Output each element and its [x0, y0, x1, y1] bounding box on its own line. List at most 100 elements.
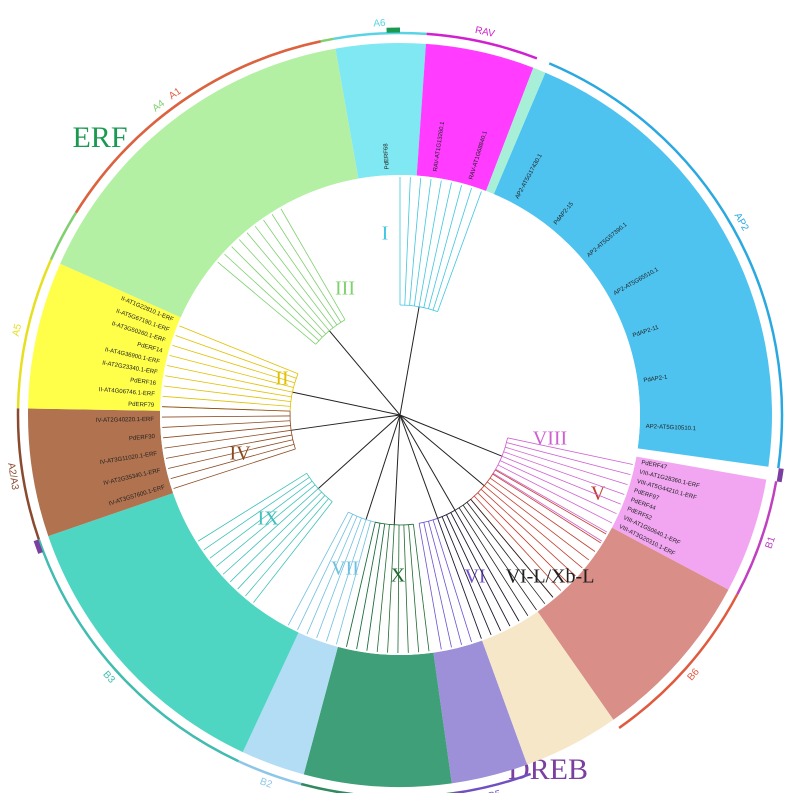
leaf-label: II-AT4G06746.1-ERF — [99, 387, 156, 398]
group-arc — [736, 481, 778, 595]
branch — [315, 319, 346, 345]
branch — [484, 485, 583, 569]
branch — [506, 442, 631, 475]
branch — [175, 335, 297, 379]
branch — [168, 439, 293, 469]
branch — [487, 481, 590, 561]
leaf-label: AP2-AT5G10510.1 — [646, 424, 697, 432]
branch — [164, 429, 292, 449]
branch — [197, 472, 307, 542]
branch — [437, 518, 482, 639]
branch — [432, 519, 472, 643]
branch — [237, 495, 326, 590]
group-label: B6 — [686, 666, 703, 683]
group-label: A5 — [11, 323, 24, 338]
branch — [317, 414, 401, 489]
group-sector — [48, 493, 299, 753]
branch — [203, 476, 310, 551]
branch — [216, 484, 316, 567]
branch — [169, 355, 294, 388]
group-sector — [493, 72, 772, 467]
branch — [437, 498, 471, 519]
group-arc — [300, 782, 454, 793]
branch — [173, 448, 296, 489]
group-label: A4 — [151, 98, 168, 114]
clade-label: VIII — [533, 428, 567, 450]
branch — [328, 330, 401, 416]
marker — [33, 539, 43, 554]
branch — [446, 514, 501, 631]
sector — [486, 67, 546, 195]
branch — [162, 395, 291, 407]
branch — [172, 345, 295, 384]
branch — [497, 464, 613, 524]
group-arc — [37, 538, 240, 763]
branch — [336, 520, 371, 645]
branch — [474, 495, 562, 591]
sector — [482, 611, 614, 765]
leaf-label: PdERF16 — [130, 378, 157, 387]
branch — [493, 472, 603, 542]
branch — [399, 414, 439, 519]
branch — [413, 178, 432, 306]
branch — [165, 434, 292, 459]
group-arc — [16, 259, 53, 409]
branch — [297, 514, 354, 630]
branch — [179, 325, 299, 375]
branch — [291, 414, 401, 431]
branch — [170, 444, 295, 479]
branch — [503, 451, 625, 495]
branch — [499, 460, 617, 515]
branch — [423, 182, 452, 308]
branch — [365, 414, 401, 520]
branch — [271, 214, 342, 323]
branch — [162, 420, 291, 428]
branch — [292, 391, 401, 416]
group-arc — [238, 760, 302, 786]
branch — [246, 232, 330, 331]
branch — [229, 491, 322, 583]
leaf-label: PdERF30 — [129, 434, 156, 442]
group-sector — [242, 632, 338, 775]
branch — [489, 477, 596, 552]
group-arc — [426, 32, 538, 60]
group-arc — [16, 408, 40, 540]
branch — [492, 473, 601, 544]
branch — [346, 522, 376, 647]
branch — [399, 414, 503, 457]
group-sector — [28, 263, 181, 411]
clade-label: I — [382, 223, 389, 245]
branch — [470, 499, 554, 598]
branch — [399, 414, 485, 487]
branch — [408, 524, 420, 653]
group-sector — [611, 456, 767, 590]
group-sector — [416, 43, 534, 191]
clade-label: X — [391, 565, 406, 587]
group-label: B3 — [100, 669, 117, 686]
branch — [289, 373, 299, 412]
group-label: A2/A3 — [5, 462, 20, 491]
leaf-label: PdERF79 — [128, 402, 155, 409]
branch — [280, 208, 346, 320]
branch — [376, 524, 390, 652]
branch — [462, 504, 537, 611]
branch — [224, 253, 320, 341]
branch — [209, 480, 313, 559]
branch — [477, 492, 569, 584]
branch — [326, 519, 367, 642]
branch — [441, 516, 492, 636]
group-label: B1 — [764, 535, 779, 551]
group-sector — [28, 408, 174, 537]
branch — [397, 524, 400, 653]
group-label: B5 — [488, 789, 503, 793]
branch — [162, 415, 291, 418]
branch — [409, 177, 422, 306]
branch — [403, 524, 409, 653]
leaf-label: IV-AT2G40220.1-ERF — [96, 417, 155, 424]
leaf-label: PdERF68 — [383, 143, 390, 170]
branch — [287, 511, 349, 626]
branch — [501, 455, 621, 505]
group-sector — [60, 48, 359, 318]
branch — [245, 498, 329, 597]
